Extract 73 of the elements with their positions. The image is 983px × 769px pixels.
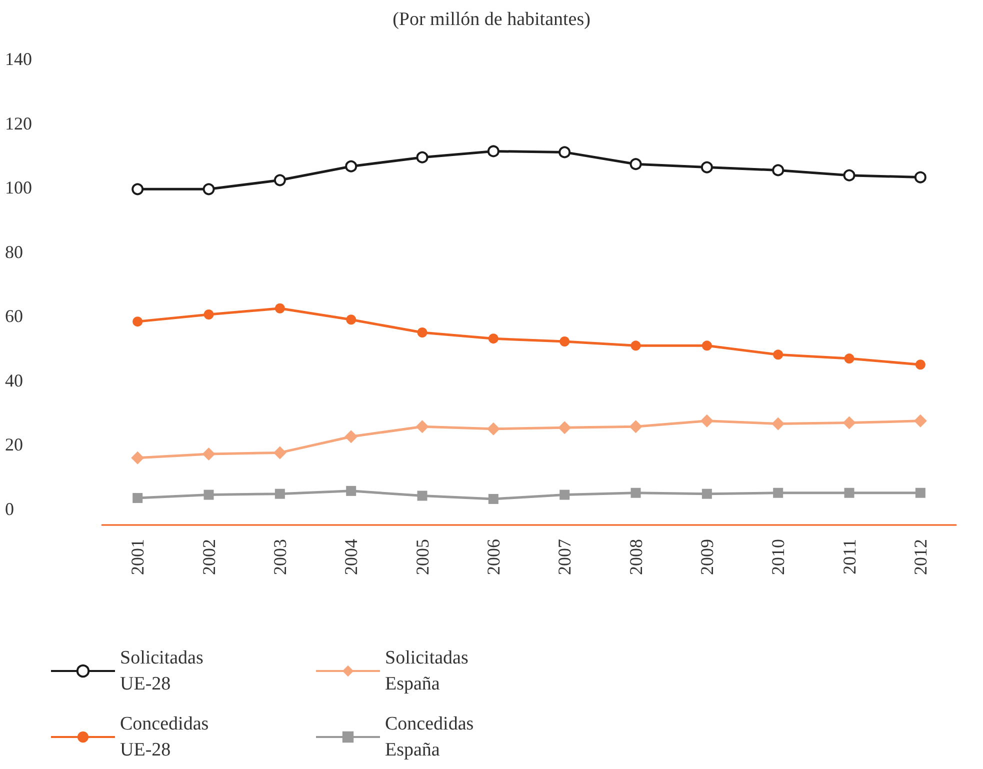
point — [204, 310, 214, 320]
y-tick-label: 140 — [5, 49, 32, 69]
point — [487, 145, 500, 158]
x-tick-label: 2003 — [270, 539, 290, 575]
point — [274, 303, 285, 314]
point — [844, 488, 854, 498]
point — [700, 414, 714, 428]
point — [202, 183, 215, 196]
point — [274, 174, 286, 186]
y-tick-label: 120 — [5, 113, 32, 134]
y-tick-label: 60 — [5, 306, 23, 326]
point — [915, 488, 926, 498]
y-tick-label: 0 — [5, 498, 14, 519]
point — [914, 414, 927, 428]
point — [914, 171, 926, 184]
x-tick-label: 2008 — [626, 539, 646, 575]
point — [486, 422, 500, 436]
point — [630, 340, 641, 351]
x-tick-label: 2004 — [341, 539, 362, 575]
point — [274, 488, 285, 499]
point — [346, 314, 356, 325]
x-tick-label: 2005 — [412, 539, 432, 575]
point — [132, 493, 143, 504]
y-tick-label: 80 — [5, 242, 23, 262]
point — [915, 360, 926, 370]
point — [842, 416, 856, 430]
point — [488, 494, 498, 504]
point — [346, 486, 356, 496]
x-tick-label: 2002 — [198, 539, 219, 575]
point — [417, 327, 428, 338]
point — [204, 490, 214, 500]
x-tick-label: 2006 — [483, 539, 504, 575]
x-tick-label: 2001 — [128, 539, 148, 575]
point — [416, 420, 429, 434]
point — [629, 420, 642, 434]
point — [132, 183, 144, 196]
y-tick-label: 20 — [5, 434, 23, 455]
point — [702, 340, 712, 351]
point — [132, 316, 143, 327]
y-tick-label: 40 — [5, 370, 23, 390]
point — [488, 334, 498, 344]
point — [560, 336, 570, 346]
legend-label: Concedidas UE-28 — [120, 714, 214, 760]
point — [560, 490, 570, 500]
point — [702, 488, 712, 499]
point — [843, 169, 856, 182]
point — [416, 151, 428, 164]
point — [131, 451, 144, 464]
y-tick-label: 100 — [5, 178, 32, 198]
point — [773, 488, 784, 498]
chart-subtitle: (Por millón de habitantes) — [392, 9, 590, 30]
point — [773, 350, 784, 360]
x-tick-label: 2007 — [554, 539, 575, 575]
point — [345, 160, 358, 172]
point — [273, 446, 286, 460]
point — [700, 161, 713, 174]
legend-label: Solicitadas España — [385, 648, 474, 694]
point — [417, 490, 428, 501]
x-tick-label: 2012 — [910, 539, 930, 575]
point — [630, 158, 642, 170]
x-tick-label: 2009 — [696, 539, 717, 575]
point — [558, 421, 572, 434]
point — [344, 430, 358, 444]
point — [844, 354, 854, 364]
point — [772, 164, 784, 176]
point — [772, 417, 785, 430]
legend-label: Concedidas España — [385, 714, 478, 760]
x-tick-label: 2010 — [768, 539, 788, 575]
point — [202, 447, 216, 460]
legend-label: Solicitadas UE-28 — [120, 648, 208, 694]
point — [630, 488, 641, 498]
point — [558, 146, 571, 158]
x-tick-label: 2011 — [839, 539, 860, 574]
